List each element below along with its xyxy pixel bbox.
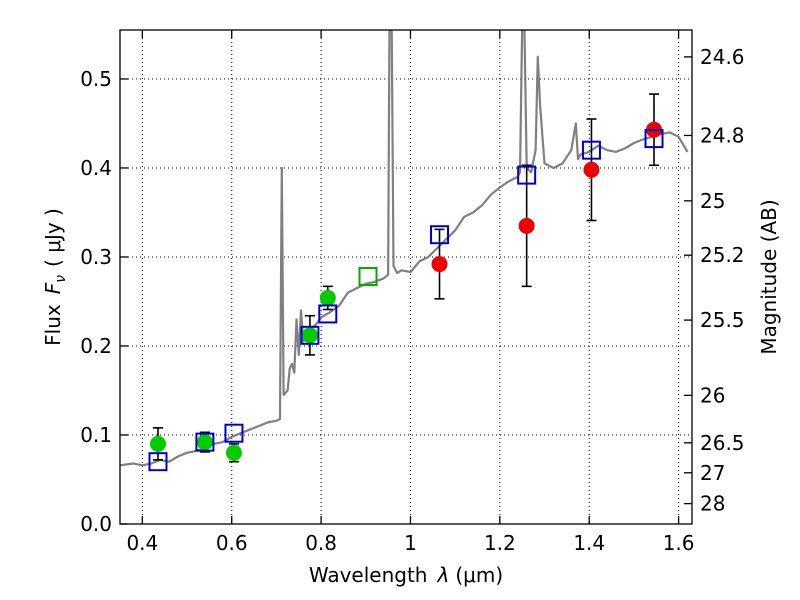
model-photometry-square <box>358 267 378 287</box>
x-axis-title: Wavelength λ (μm) <box>309 563 503 587</box>
y-tick-labels: 0.0 0.1 0.2 0.3 0.4 0.5 <box>80 67 112 536</box>
model-photometry-square <box>318 304 338 324</box>
detection-point <box>225 444 242 461</box>
y-tick-label: 0.3 <box>80 245 112 269</box>
x-tick-labels: 0.4 0.6 0.8 1 1.2 1.4 1.6 <box>126 531 694 555</box>
model-sed-line <box>120 30 689 467</box>
x-tick-label: 0.4 <box>126 531 158 555</box>
y-tick-label: 0.5 <box>80 67 112 91</box>
model-photometry-square <box>430 225 450 245</box>
y2-tick-label: 26.5 <box>700 431 745 455</box>
y2-tick-label: 27 <box>700 461 725 485</box>
y2-tick-label: 25.5 <box>700 308 745 332</box>
detection-point <box>431 256 448 273</box>
x-tick-label: 1.2 <box>484 531 516 555</box>
data-markers <box>148 121 664 472</box>
y-tick-label: 0.0 <box>80 512 112 536</box>
y2-axis-title: Magnitude (AB) <box>757 199 781 354</box>
model-photometry-square <box>581 140 601 160</box>
y2-tick-label: 25 <box>700 189 725 213</box>
detection-point <box>518 217 535 234</box>
model-photometry-square <box>224 423 244 443</box>
y2-tick-label: 26 <box>700 383 725 407</box>
y2-tick-labels: 24.6 24.8 25 25.2 25.5 26 26.5 27 28 <box>700 45 745 516</box>
x-tick-label: 1.6 <box>663 531 695 555</box>
y-tick-label: 0.4 <box>80 156 112 180</box>
y2-tick-label: 25.2 <box>700 243 745 267</box>
plot-area <box>120 30 689 472</box>
y2-tick-label: 28 <box>700 492 725 516</box>
x-tick-label: 1 <box>404 531 417 555</box>
model-photometry-square <box>517 165 537 185</box>
y2-tick-label: 24.8 <box>700 123 745 147</box>
y-tick-label: 0.1 <box>80 423 112 447</box>
detection-point <box>301 327 318 344</box>
detection-point <box>319 289 336 306</box>
plot-frame <box>119 29 693 525</box>
model-photometry-square <box>300 325 320 345</box>
detection-point <box>583 161 600 178</box>
detection-point <box>196 434 213 451</box>
model-photometry-square <box>195 432 215 452</box>
y-axis-title: FluxFν( μJy ) <box>41 208 69 346</box>
y2-tick-label: 24.6 <box>700 45 745 69</box>
y-tick-label: 0.2 <box>80 334 112 358</box>
model-photometry-square <box>644 129 664 149</box>
model-photometry-square <box>148 452 168 472</box>
axis-ticks <box>120 30 692 525</box>
detection-point <box>149 435 166 452</box>
x-tick-label: 1.4 <box>573 531 605 555</box>
x-tick-label: 0.6 <box>216 531 248 555</box>
x-tick-label: 0.8 <box>305 531 337 555</box>
